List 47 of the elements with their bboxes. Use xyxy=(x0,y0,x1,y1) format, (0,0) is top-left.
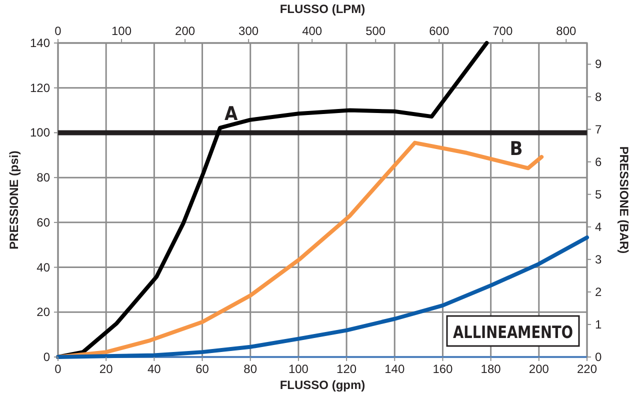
x2-tick-label: 700 xyxy=(492,24,513,38)
x2-tick-label: 500 xyxy=(366,24,386,38)
x-tick-label: 20 xyxy=(99,362,114,376)
annotation: A xyxy=(224,102,238,125)
x2-tick-label: 300 xyxy=(238,24,259,38)
x2-tick-label: 400 xyxy=(302,24,322,38)
x-tick-label: 40 xyxy=(148,362,162,376)
y2-tick-label: 7 xyxy=(595,122,602,136)
x2-axis-title: FLUSSO (LPM) xyxy=(280,2,366,16)
x2-tick-label: 100 xyxy=(112,24,132,38)
y2-tick-label: 4 xyxy=(595,220,602,234)
y2-tick-label: 3 xyxy=(595,252,602,266)
y-tick-label: 60 xyxy=(36,215,50,230)
y-tick-label: 20 xyxy=(36,305,50,320)
x-tick-label: 120 xyxy=(336,362,357,376)
x-tick-label: 140 xyxy=(384,362,405,376)
x2-tick-label: 600 xyxy=(429,24,450,38)
y2-tick-label: 2 xyxy=(595,284,602,299)
y2-tick-label: 8 xyxy=(595,90,602,104)
x-axis-title: FLUSSO (gpm) xyxy=(280,378,366,392)
x-tick-label: 220 xyxy=(576,362,598,376)
x-tick-label: 160 xyxy=(432,362,454,376)
x-tick-label: 100 xyxy=(288,362,309,376)
y2-tick-label: 5 xyxy=(595,187,602,202)
y-tick-label: 100 xyxy=(30,126,50,140)
x2-tick-label: 200 xyxy=(175,24,196,38)
y2-tick-label: 6 xyxy=(595,154,602,169)
line-series xyxy=(56,235,589,359)
x-tick-label: 200 xyxy=(528,362,550,376)
x2-tick-label: 800 xyxy=(556,24,576,38)
y-tick-label: 120 xyxy=(30,80,50,95)
x-tick-label: 60 xyxy=(196,362,210,376)
y-tick-label: 80 xyxy=(36,170,50,185)
x-tick-label: 0 xyxy=(54,362,62,376)
y-tick-label: 140 xyxy=(30,36,50,50)
y2-tick-label: 1 xyxy=(595,317,602,332)
y-tick-label: 40 xyxy=(36,260,50,274)
x2-tick-label: 0 xyxy=(54,24,62,38)
x-tick-label: 180 xyxy=(480,362,502,376)
annotation: ALLINEAMENTO xyxy=(453,323,588,343)
x-tick-label: 80 xyxy=(244,362,258,376)
annotation: B xyxy=(510,138,523,160)
y-tick-label: 0 xyxy=(43,350,50,364)
y2-tick-label: 9 xyxy=(595,57,602,72)
y2-tick-label: 0 xyxy=(595,350,602,364)
y-axis-title: PRESSIONE (psi) xyxy=(7,150,21,250)
y2-axis-title: PRESSIONE (BAR) xyxy=(617,146,631,254)
